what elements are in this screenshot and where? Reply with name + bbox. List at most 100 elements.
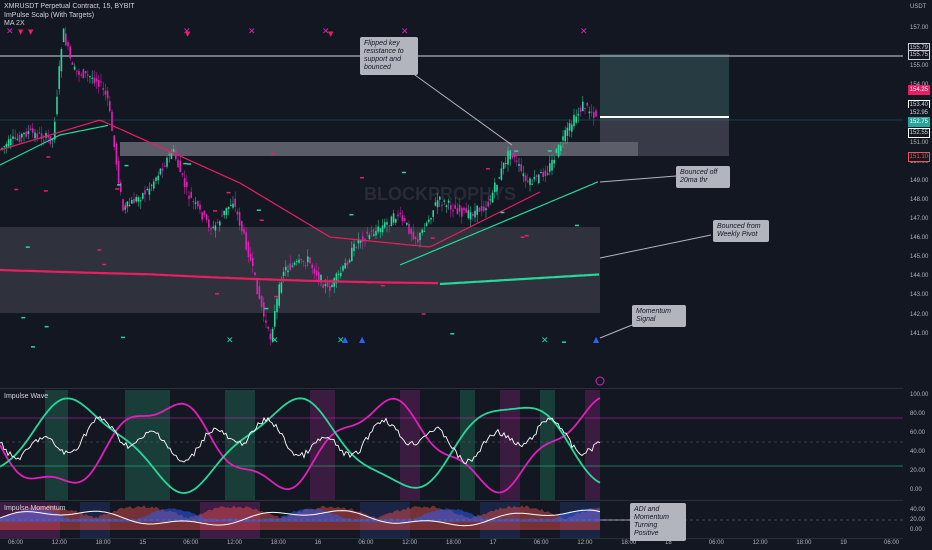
- sell-arrow-icon: ▼: [328, 30, 334, 38]
- candle: [447, 200, 450, 203]
- target-zone-red: [600, 117, 729, 156]
- candle: [291, 265, 294, 267]
- target-dash: [30, 346, 35, 348]
- candle: [441, 204, 443, 206]
- momentum-tick: 0.00: [910, 527, 922, 533]
- candle: [76, 70, 78, 72]
- sell-arrow-icon: ▼: [185, 30, 191, 38]
- price-axis[interactable]: 157.00156.00155.00154.00153.00152.00151.…: [903, 0, 932, 550]
- candle: [150, 184, 153, 186]
- candle: [245, 232, 247, 250]
- candle: [227, 206, 230, 210]
- wave-tick: 60.00: [910, 430, 926, 436]
- momentum-tick: 20.00: [910, 517, 926, 523]
- candle: [260, 295, 263, 307]
- candle: [139, 200, 142, 202]
- candle: [69, 46, 71, 59]
- candle: [573, 114, 575, 127]
- candle: [113, 135, 115, 148]
- candle: [452, 210, 454, 212]
- candle: [181, 173, 184, 175]
- candle: [529, 178, 531, 185]
- candle: [406, 222, 408, 225]
- candle: [243, 228, 245, 234]
- candle: [531, 183, 533, 185]
- candle: [384, 222, 386, 228]
- candle: [274, 311, 276, 327]
- candle: [230, 205, 232, 207]
- candle: [172, 148, 175, 152]
- target-dash: [524, 234, 529, 237]
- candle: [71, 62, 74, 65]
- candle: [355, 246, 357, 248]
- target-zone-green: [600, 54, 729, 117]
- candle: [577, 113, 580, 116]
- candle: [392, 213, 395, 223]
- indicator-ma[interactable]: MA 2X: [4, 20, 25, 27]
- time-tick: 18:00: [446, 540, 462, 546]
- candle: [436, 200, 439, 208]
- time-tick: 15: [139, 540, 147, 546]
- note-momentum: Momentum Signal: [632, 305, 686, 327]
- candle: [18, 134, 21, 142]
- candle: [366, 231, 368, 234]
- momentum-arrow-icon: ▲: [593, 335, 600, 344]
- candle: [553, 159, 555, 164]
- candle: [247, 242, 250, 257]
- candle: [568, 123, 571, 131]
- candle: [221, 215, 223, 217]
- sell-signal-icon: ✕: [580, 27, 588, 37]
- candle: [203, 210, 206, 215]
- candle: [454, 204, 456, 209]
- time-tick: 06:00: [8, 540, 24, 546]
- candle: [252, 258, 254, 266]
- candle: [379, 228, 382, 232]
- candle: [25, 131, 27, 137]
- candle: [408, 223, 410, 234]
- candle: [557, 144, 560, 157]
- candle: [157, 175, 159, 181]
- price-tag: 152.55: [907, 128, 930, 138]
- candle: [117, 161, 120, 184]
- impulse-wave-title[interactable]: Impulse Wave: [4, 393, 49, 400]
- candle: [410, 228, 412, 235]
- impulse-momentum-title[interactable]: Impulse Momentum: [4, 505, 66, 512]
- candle: [80, 74, 82, 76]
- candle: [582, 101, 584, 112]
- indicator-impulse-scalp[interactable]: ImPulse Scalp (With Targets): [4, 12, 95, 19]
- candle: [254, 272, 256, 276]
- candle: [425, 222, 428, 226]
- candle: [348, 260, 351, 263]
- candle: [177, 159, 179, 168]
- wave-tick: 20.00: [910, 468, 926, 474]
- candle: [579, 108, 582, 112]
- target-dash: [259, 219, 264, 222]
- candle: [377, 226, 379, 232]
- candle: [507, 150, 509, 165]
- candle: [465, 208, 467, 213]
- candle: [395, 219, 397, 223]
- momentum-tick: 40.00: [910, 507, 926, 513]
- candle: [214, 225, 217, 231]
- candle: [564, 130, 566, 142]
- candle: [388, 225, 390, 227]
- candle: [199, 204, 201, 210]
- candle: [102, 87, 104, 90]
- candle: [450, 205, 452, 210]
- main-chart[interactable]: BLOCKPROPHYS ✕ ✕ ✕ ✕ ✕ ✕▼ ▼ ▼ ▼✕ ✕ ✕ ✕▲ ▲ ▲: [0, 0, 903, 550]
- candle: [82, 69, 85, 79]
- candle: [62, 28, 65, 43]
- candle: [216, 222, 219, 224]
- candle: [47, 134, 49, 138]
- candle: [566, 127, 569, 136]
- candle: [205, 214, 208, 220]
- candle: [300, 259, 302, 261]
- price-tick: 148.00: [910, 196, 929, 203]
- candle: [476, 205, 478, 215]
- price-tick: 145.00: [910, 254, 929, 261]
- price-tick: 143.00: [910, 292, 929, 299]
- candle: [324, 284, 327, 286]
- candle: [263, 302, 265, 317]
- candle: [511, 154, 514, 158]
- candle: [428, 219, 430, 223]
